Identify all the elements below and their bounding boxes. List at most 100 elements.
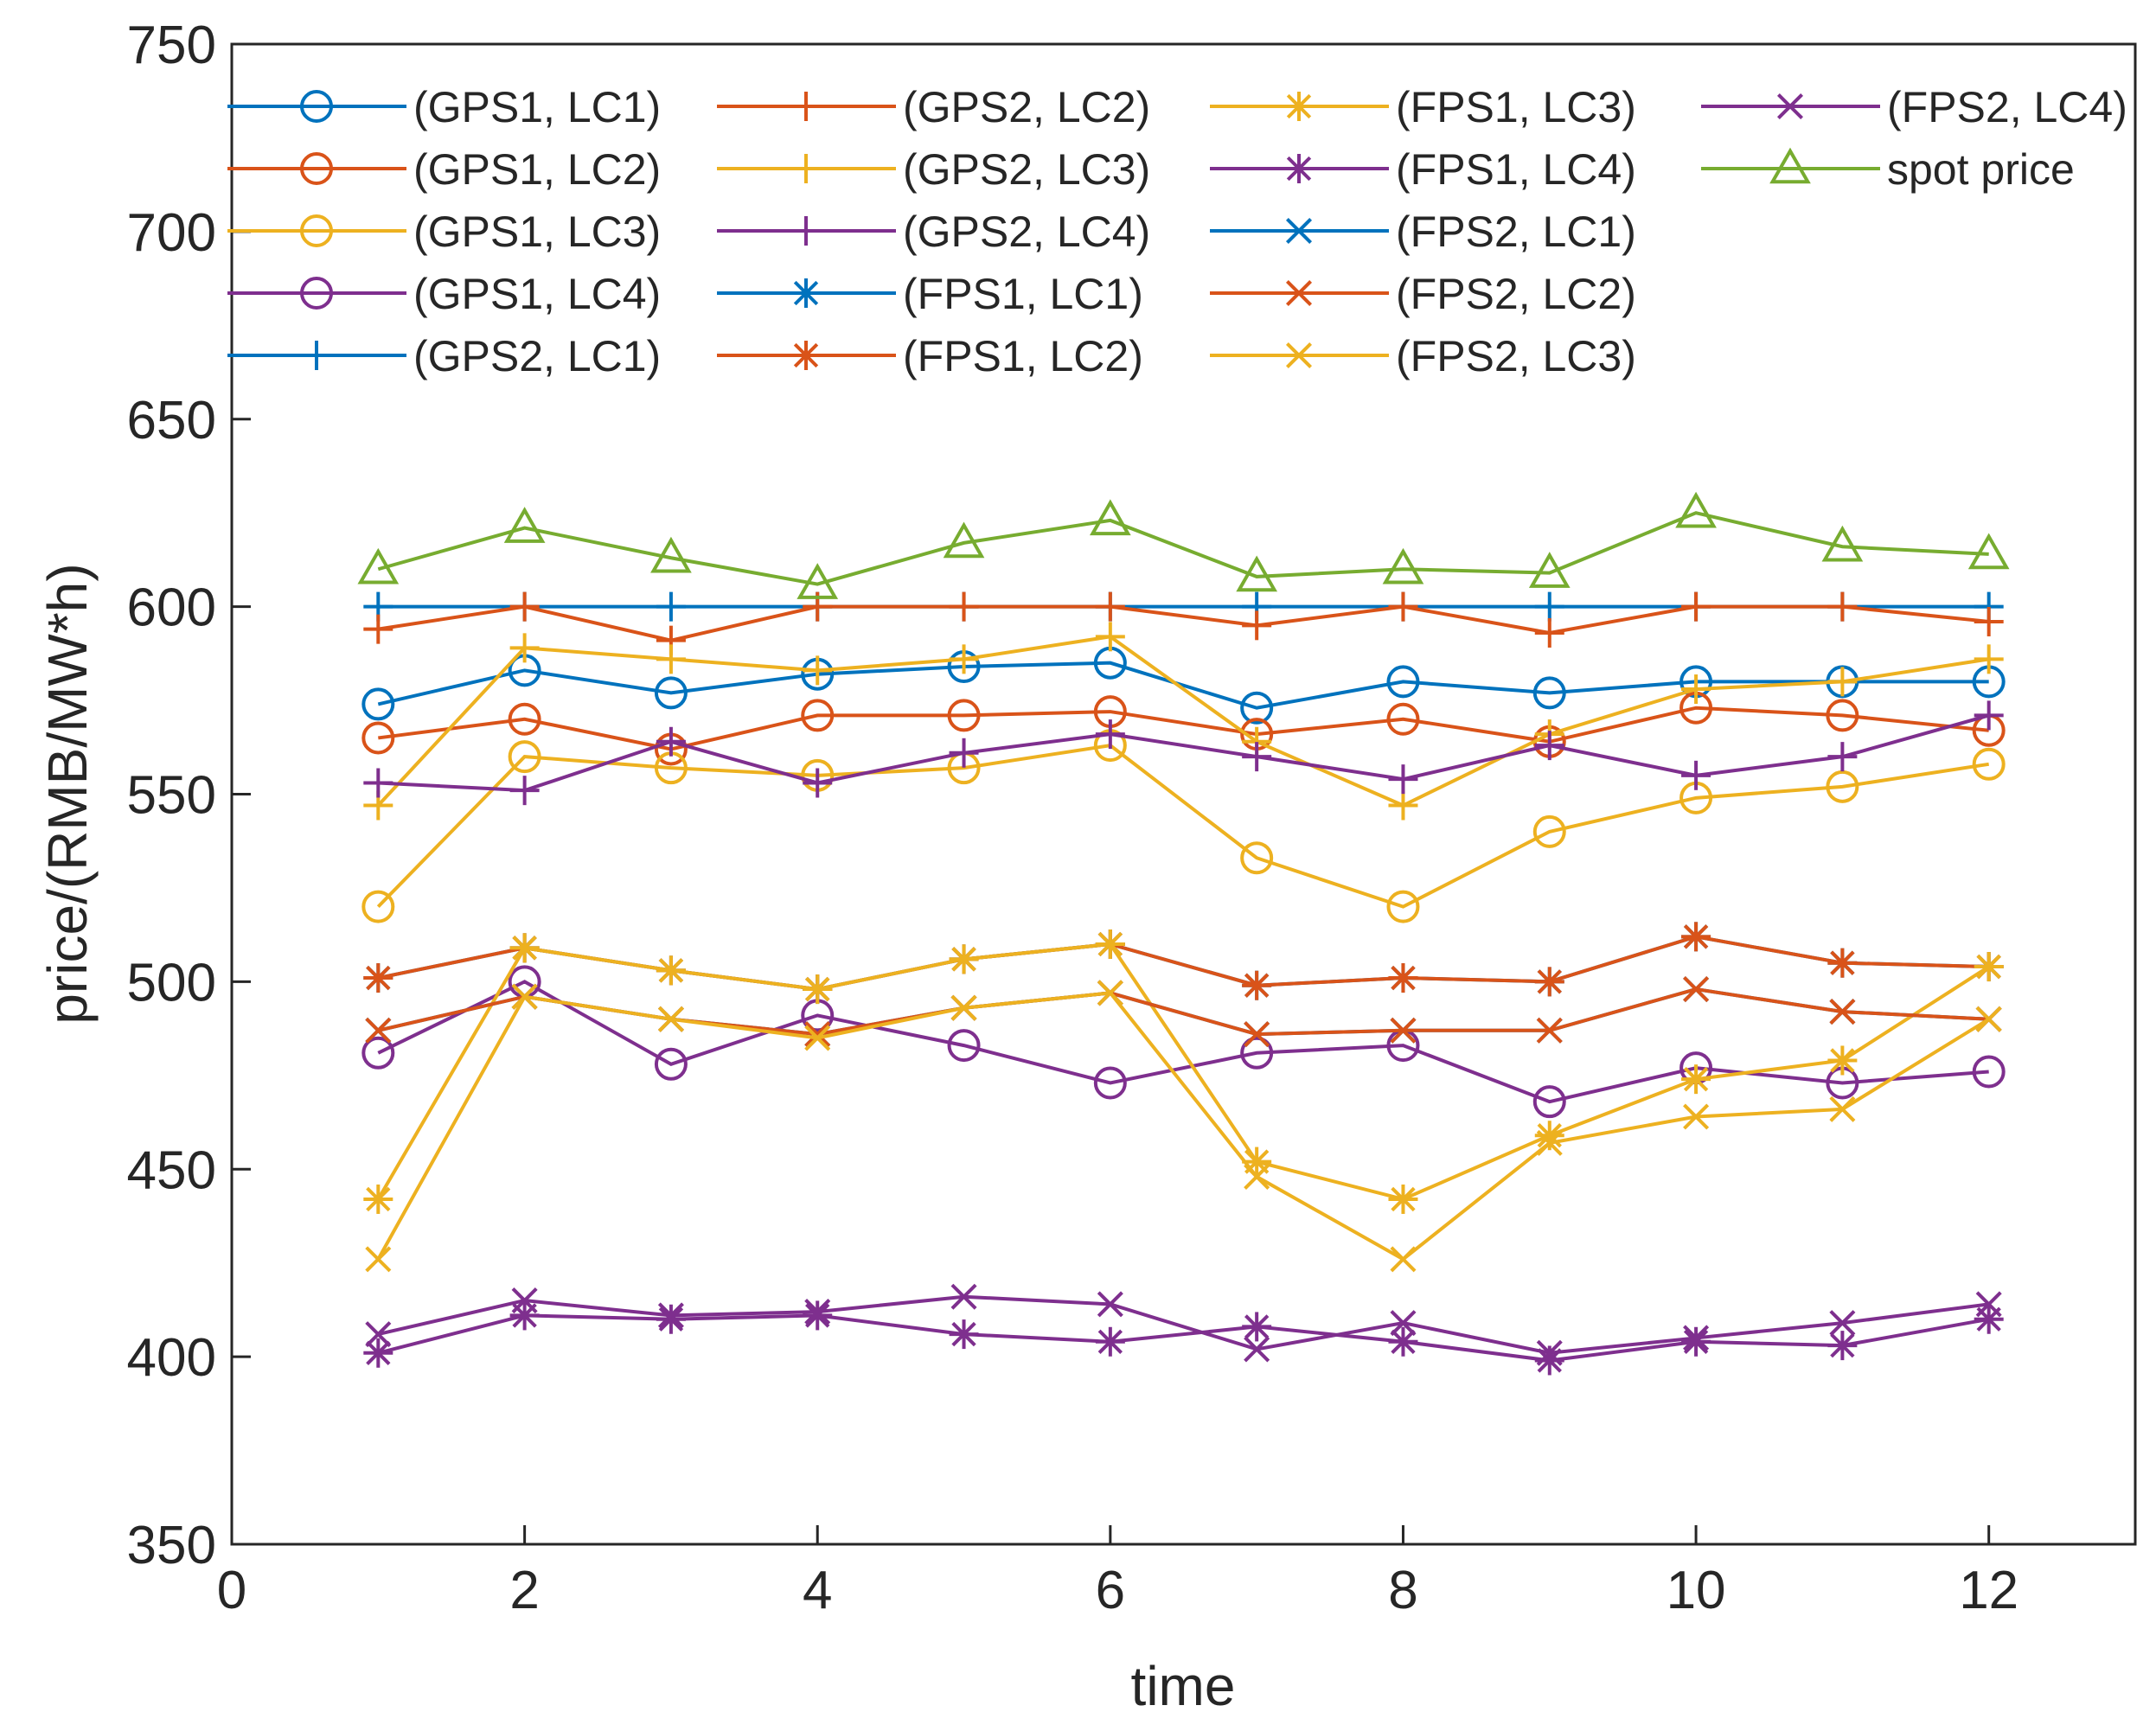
legend-entry: (GPS1, LC2) [227,145,661,194]
series-line [376,744,1989,909]
data-point [1829,999,1856,1025]
y-tick-label: 750 [127,16,216,75]
data-point [1681,591,1711,622]
data-point [1244,1021,1270,1048]
x-tick-label: 12 [1959,1561,2018,1620]
legend-label: (GPS1, LC1) [413,83,661,131]
data-point [1827,1331,1858,1361]
data-point [1827,742,1858,772]
data-point [1536,1129,1563,1156]
data-point [797,563,839,599]
data-point [803,655,833,686]
data-point [1242,1312,1272,1342]
legend-marker-star-icon [791,278,821,308]
series-line [378,713,1990,793]
data-point [950,1283,977,1310]
data-point [804,1025,831,1051]
data-point [804,1299,831,1325]
data-point [1097,1291,1123,1318]
data-point [656,644,686,674]
data-point [1236,555,1278,592]
data-point [1974,644,2004,674]
data-point [1242,742,1272,772]
data-point [1095,591,1125,622]
data-point [363,1338,393,1368]
series-gps2-lc4 [363,700,2004,806]
legend-entry: (FPS2, LC3) [1210,332,1636,380]
legend-entry: (GPS1, LC4) [227,270,661,318]
data-point [361,890,395,923]
data-point [509,776,540,806]
legend-label: (GPS1, LC4) [413,270,661,318]
legend-label: (FPS2, LC4) [1887,83,2127,131]
data-point [361,721,395,755]
data-point [365,1321,392,1348]
data-point [1681,760,1711,790]
data-point [1681,922,1711,952]
y-tick-label: 400 [127,1328,216,1388]
data-point [1974,1304,2004,1334]
x-tick-label: 8 [1388,1561,1417,1620]
legend-marker-circle-icon [300,152,333,185]
data-point [803,768,833,798]
series-fps1-lc3 [363,929,2004,1214]
series-fps2-lc3 [365,980,2002,1273]
data-point [1388,591,1418,622]
data-point [1093,1066,1127,1100]
data-point [949,1319,979,1350]
data-point [1683,1325,1710,1351]
series-gps2-lc2 [363,591,2004,655]
legend-entry: (FPS2, LC4) [1701,83,2127,131]
data-point [1095,1326,1125,1357]
series-line [376,991,1990,1262]
x-tick-label: 4 [803,1561,832,1620]
data-point [1826,699,1859,732]
data-point [1534,731,1564,761]
data-point [1089,499,1131,536]
legend-label: (GPS1, LC2) [413,145,661,194]
legend-entry: (FPS2, LC1) [1210,208,1636,256]
data-point [363,614,393,644]
data-point [1975,1291,2002,1318]
data-point [511,1287,538,1314]
data-point [1532,676,1566,710]
y-tick-label: 650 [127,391,216,450]
legend-label: (GPS2, LC2) [903,83,1150,131]
data-point [1240,1036,1274,1070]
legend-marker-circle-icon [300,214,333,247]
legend-entry: (GPS2, LC1) [227,332,661,380]
data-point [657,1006,684,1032]
data-point [1388,963,1418,993]
series-fps1-lc4 [363,1300,2004,1376]
series-fps1-lc1 [363,922,2004,1005]
data-point [656,955,686,986]
data-point [1388,1184,1418,1214]
data-point [1827,948,1858,978]
plot-area [357,491,2010,1376]
data-point [1683,976,1710,1003]
data-point [1534,1121,1564,1151]
data-point [509,933,540,963]
legend-entry: (FPS1, LC4) [1210,145,1636,194]
legend-marker-plus-icon [302,341,331,370]
data-point [508,740,541,774]
x-axis-label: time [1131,1655,1236,1717]
data-point [509,633,540,663]
data-point [1536,1017,1563,1044]
data-point [1974,606,2004,636]
data-point [508,702,541,736]
data-point [949,738,979,768]
data-point [1826,770,1859,803]
x-tick-label: 0 [217,1561,246,1620]
series-gps1-lc4 [361,965,2006,1119]
data-point [1967,533,2010,570]
data-point [949,644,979,674]
data-point [357,547,400,584]
data-point [1528,552,1571,588]
legend-marker-star-icon [1284,154,1314,183]
data-point [363,768,393,798]
data-point [363,1184,393,1214]
data-point [1386,702,1420,736]
legend-marker-x-icon [1776,93,1804,120]
